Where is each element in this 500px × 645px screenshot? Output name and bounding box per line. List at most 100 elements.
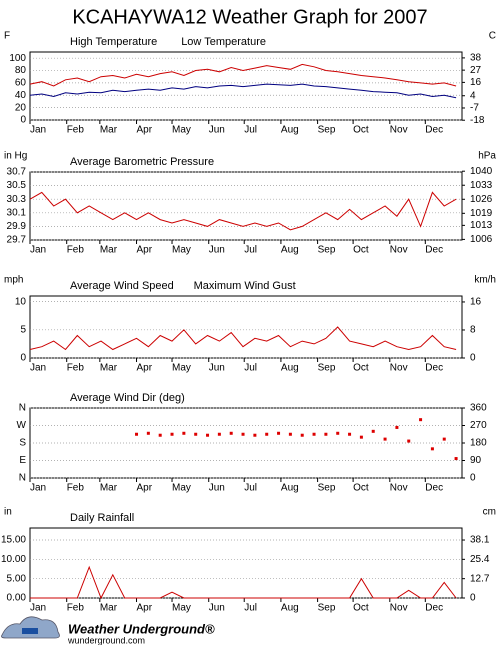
y2-tick-label: 25.4 (470, 554, 490, 565)
x-tick-label: Feb (67, 603, 85, 614)
series-line (29, 191, 457, 231)
y-tick-label: 0 (20, 115, 26, 126)
series-line (29, 83, 457, 99)
y2-tick-label: 38.1 (470, 535, 490, 546)
y-tick-label: 10 (15, 296, 27, 307)
y-tick-label: 20 (15, 102, 27, 113)
y-tick-label: 29.9 (7, 221, 27, 232)
logo-badge (22, 628, 38, 634)
x-tick-label: Apr (137, 483, 153, 494)
x-tick-label: Sep (318, 483, 336, 494)
point (300, 433, 304, 437)
point (182, 431, 186, 435)
y2-tick-label: 180 (470, 438, 487, 449)
point (359, 435, 363, 439)
y-tick-label: 10.00 (1, 554, 26, 565)
x-tick-label: Jul (244, 603, 257, 614)
x-tick-label: Oct (353, 363, 369, 374)
y-tick-label: 30.5 (7, 180, 27, 191)
point (430, 447, 434, 451)
point (312, 432, 316, 436)
y-tick-label: 0.00 (7, 593, 27, 604)
x-tick-label: Oct (353, 483, 369, 494)
y2-tick-label: 1033 (470, 180, 493, 191)
series-line (30, 565, 457, 600)
x-tick-label: Sep (318, 245, 336, 256)
y2-axis-label: cm (483, 507, 496, 518)
x-tick-label: Dec (425, 125, 443, 136)
legend-entry: Average Wind Dir (deg) (70, 392, 185, 404)
y-tick-label: 100 (9, 53, 26, 64)
point (265, 432, 269, 436)
y2-tick-label: 1013 (470, 220, 493, 231)
x-tick-label: Apr (137, 245, 153, 256)
y2-tick-label: -7 (470, 103, 479, 114)
x-tick-label: Jan (30, 125, 46, 136)
point (442, 437, 446, 441)
y-tick-label: 40 (15, 90, 27, 101)
x-tick-label: May (172, 603, 191, 614)
y2-tick-label: 12.7 (470, 573, 490, 584)
y-axis-label: in (4, 507, 12, 518)
x-tick-label: Jul (244, 363, 257, 374)
x-tick-label: Aug (281, 363, 299, 374)
y2-tick-label: 16 (470, 77, 482, 88)
page-title: KCAHAYWA12 Weather Graph for 2007 (72, 6, 427, 28)
y2-tick-label: 1026 (470, 194, 493, 205)
y-tick-label: S (19, 438, 26, 449)
series-line (29, 326, 457, 351)
y2-tick-label: -18 (470, 115, 485, 126)
y-tick-label: 60 (15, 78, 27, 89)
y-axis-label: in Hg (4, 151, 27, 162)
x-tick-label: Apr (137, 603, 153, 614)
point (288, 432, 292, 436)
x-tick-label: Mar (100, 125, 118, 136)
y2-tick-label: 0 (470, 593, 476, 604)
y2-tick-label: 27 (470, 65, 482, 76)
y-axis-label: F (4, 31, 10, 42)
x-tick-label: Aug (281, 603, 299, 614)
y-tick-label: N (19, 403, 26, 414)
x-tick-label: Dec (425, 363, 443, 374)
x-tick-label: Nov (390, 245, 408, 256)
point (383, 437, 387, 441)
x-tick-label: Sep (318, 125, 336, 136)
x-tick-label: Mar (100, 603, 118, 614)
x-tick-label: Nov (390, 125, 408, 136)
point (336, 431, 340, 435)
x-tick-label: Mar (100, 363, 118, 374)
x-tick-label: Jul (244, 125, 257, 136)
x-tick-label: Aug (281, 125, 299, 136)
y2-tick-label: 1040 (470, 166, 493, 177)
y2-tick-label: 360 (470, 403, 487, 414)
logo-cloud (1, 616, 60, 639)
point (371, 429, 375, 433)
x-tick-label: Jan (30, 603, 46, 614)
x-tick-label: Nov (390, 603, 408, 614)
point (217, 432, 221, 436)
y2-axis-label: km/h (474, 275, 496, 286)
x-tick-label: Nov (390, 363, 408, 374)
y-tick-label: 30.3 (7, 194, 27, 205)
x-tick-label: Dec (425, 245, 443, 256)
y2-tick-label: 270 (470, 420, 487, 431)
x-tick-label: May (172, 125, 191, 136)
y2-tick-label: 0 (470, 473, 476, 484)
x-tick-label: Aug (281, 245, 299, 256)
y-tick-label: 29.7 (7, 235, 27, 246)
x-tick-label: Mar (100, 483, 118, 494)
y2-tick-label: 38 (470, 53, 482, 64)
point (229, 431, 233, 435)
x-tick-label: Oct (353, 125, 369, 136)
x-tick-label: Nov (390, 483, 408, 494)
point (454, 457, 458, 461)
legend-entry: Daily Rainfall (70, 512, 134, 524)
x-tick-label: Jul (244, 245, 257, 256)
y-tick-label: 5.00 (7, 573, 27, 584)
point (194, 432, 198, 436)
x-tick-label: Mar (100, 245, 118, 256)
x-tick-label: May (172, 483, 191, 494)
y2-axis-label: hPa (478, 151, 496, 162)
point (158, 433, 162, 437)
